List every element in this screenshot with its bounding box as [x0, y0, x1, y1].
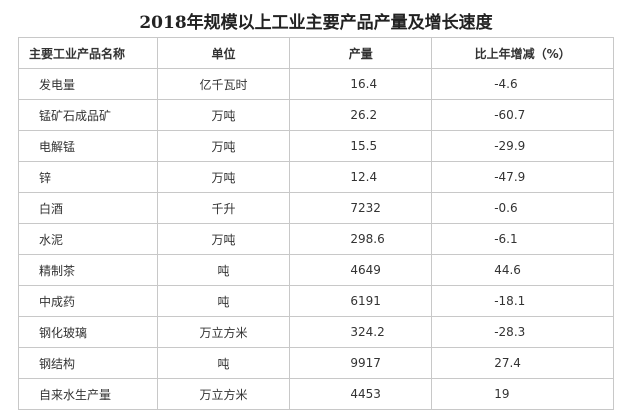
table-cell: 万立方米 — [156, 316, 291, 348]
table-cell: 44.6 — [431, 254, 614, 286]
table-cell: 4649 — [289, 254, 433, 286]
table-row: 精制茶吨 4649 44.6 — [18, 254, 614, 286]
table-row: 发电量 亿千瓦时 16.4 -4.6 — [18, 68, 614, 100]
table-cell: 万立方米 — [156, 378, 291, 410]
header-row: 主要工业产品名称 单位 产量 比上年增减（%） — [18, 37, 614, 69]
table-cell: 19 — [431, 378, 614, 410]
table-cell: 27.4 — [431, 347, 614, 379]
table-cell: -29.9 — [431, 130, 614, 162]
table-row: 钢化玻璃 万立方米 324.2 -28.3 — [18, 316, 614, 348]
table-cell: 324.2 — [289, 316, 433, 348]
table-cell: -60.7 — [431, 99, 614, 131]
table-cell: 自来水生产量 — [18, 378, 158, 410]
table-cell: 吨 — [156, 254, 291, 286]
title: 2018年规模以上工业主要产品产量及增长速度 — [139, 13, 493, 33]
table-body: 发电量 亿千瓦时 16.4 -4.6 锰矿石成品矿 万吨 26.2 -60.7 电解锰 万吨 15.… — [18, 68, 614, 410]
table-cell: 万吨 — [156, 223, 291, 255]
table-cell: 锰矿石成品矿 — [18, 99, 158, 131]
table-cell: 千升 — [156, 192, 291, 224]
table-cell: 白酒 — [18, 192, 158, 224]
table-cell: 钢化玻璃 — [18, 316, 158, 348]
column-header: 比上年增减（%） — [431, 37, 614, 69]
table-cell: 中成药 — [18, 285, 158, 317]
table-cell: 26.2 — [289, 99, 433, 131]
column-header: 单位 — [156, 37, 291, 69]
table-cell: 锌 — [18, 161, 158, 193]
table-cell: 16.4 — [289, 68, 433, 100]
table-cell: 15.5 — [289, 130, 433, 162]
table-cell: 万吨 — [156, 99, 291, 131]
table-cell: 亿千瓦时 — [156, 68, 291, 100]
table-cell: 水泥 — [18, 223, 158, 255]
table-row: 钢结构吨 9917 27.4 — [18, 347, 614, 379]
table-cell: -47.9 — [431, 161, 614, 193]
table-cell: -6.1 — [431, 223, 614, 255]
table-cell: 万吨 — [156, 130, 291, 162]
table-cell: 298.6 — [289, 223, 433, 255]
table-header: 主要工业产品名称 单位 产量 比上年增减（%） — [18, 37, 614, 69]
column-header: 主要工业产品名称 — [18, 37, 158, 69]
table-cell: -4.6 — [431, 68, 614, 100]
table-cell: -18.1 — [431, 285, 614, 317]
table-cell: 精制茶 — [18, 254, 158, 286]
table-row: 自来水生产量 万立方米 4453 19 — [18, 378, 614, 410]
table-row: 水泥 万吨 298.6 -6.1 — [18, 223, 614, 255]
column-header: 产量 — [289, 37, 433, 69]
table: 主要工业产品名称 单位 产量 比上年增减（%） 发电量 亿千瓦时 16.4 -4.6 锰矿石成… — [18, 37, 614, 410]
table-row: 锰矿石成品矿 万吨 26.2 -60.7 — [18, 99, 614, 131]
table-cell: 发电量 — [18, 68, 158, 100]
table-cell: 4453 — [289, 378, 433, 410]
table-cell: 吨 — [156, 347, 291, 379]
table-row: 中成药吨 6191 -18.1 — [18, 285, 614, 317]
table-row: 白酒 千升 7232 -0.6 — [18, 192, 614, 224]
table-cell: 吨 — [156, 285, 291, 317]
table-cell: 6191 — [289, 285, 433, 317]
table-cell: 7232 — [289, 192, 433, 224]
table-cell: 钢结构 — [18, 347, 158, 379]
table-cell: 万吨 — [156, 161, 291, 193]
table-cell: -28.3 — [431, 316, 614, 348]
table-cell: 12.4 — [289, 161, 433, 193]
table-cell: -0.6 — [431, 192, 614, 224]
table-cell: 9917 — [289, 347, 433, 379]
table-cell: 电解锰 — [18, 130, 158, 162]
table-row: 电解锰 万吨 15.5 -29.9 — [18, 130, 614, 162]
table-row: 锌万吨 12.4 -47.9 — [18, 161, 614, 193]
